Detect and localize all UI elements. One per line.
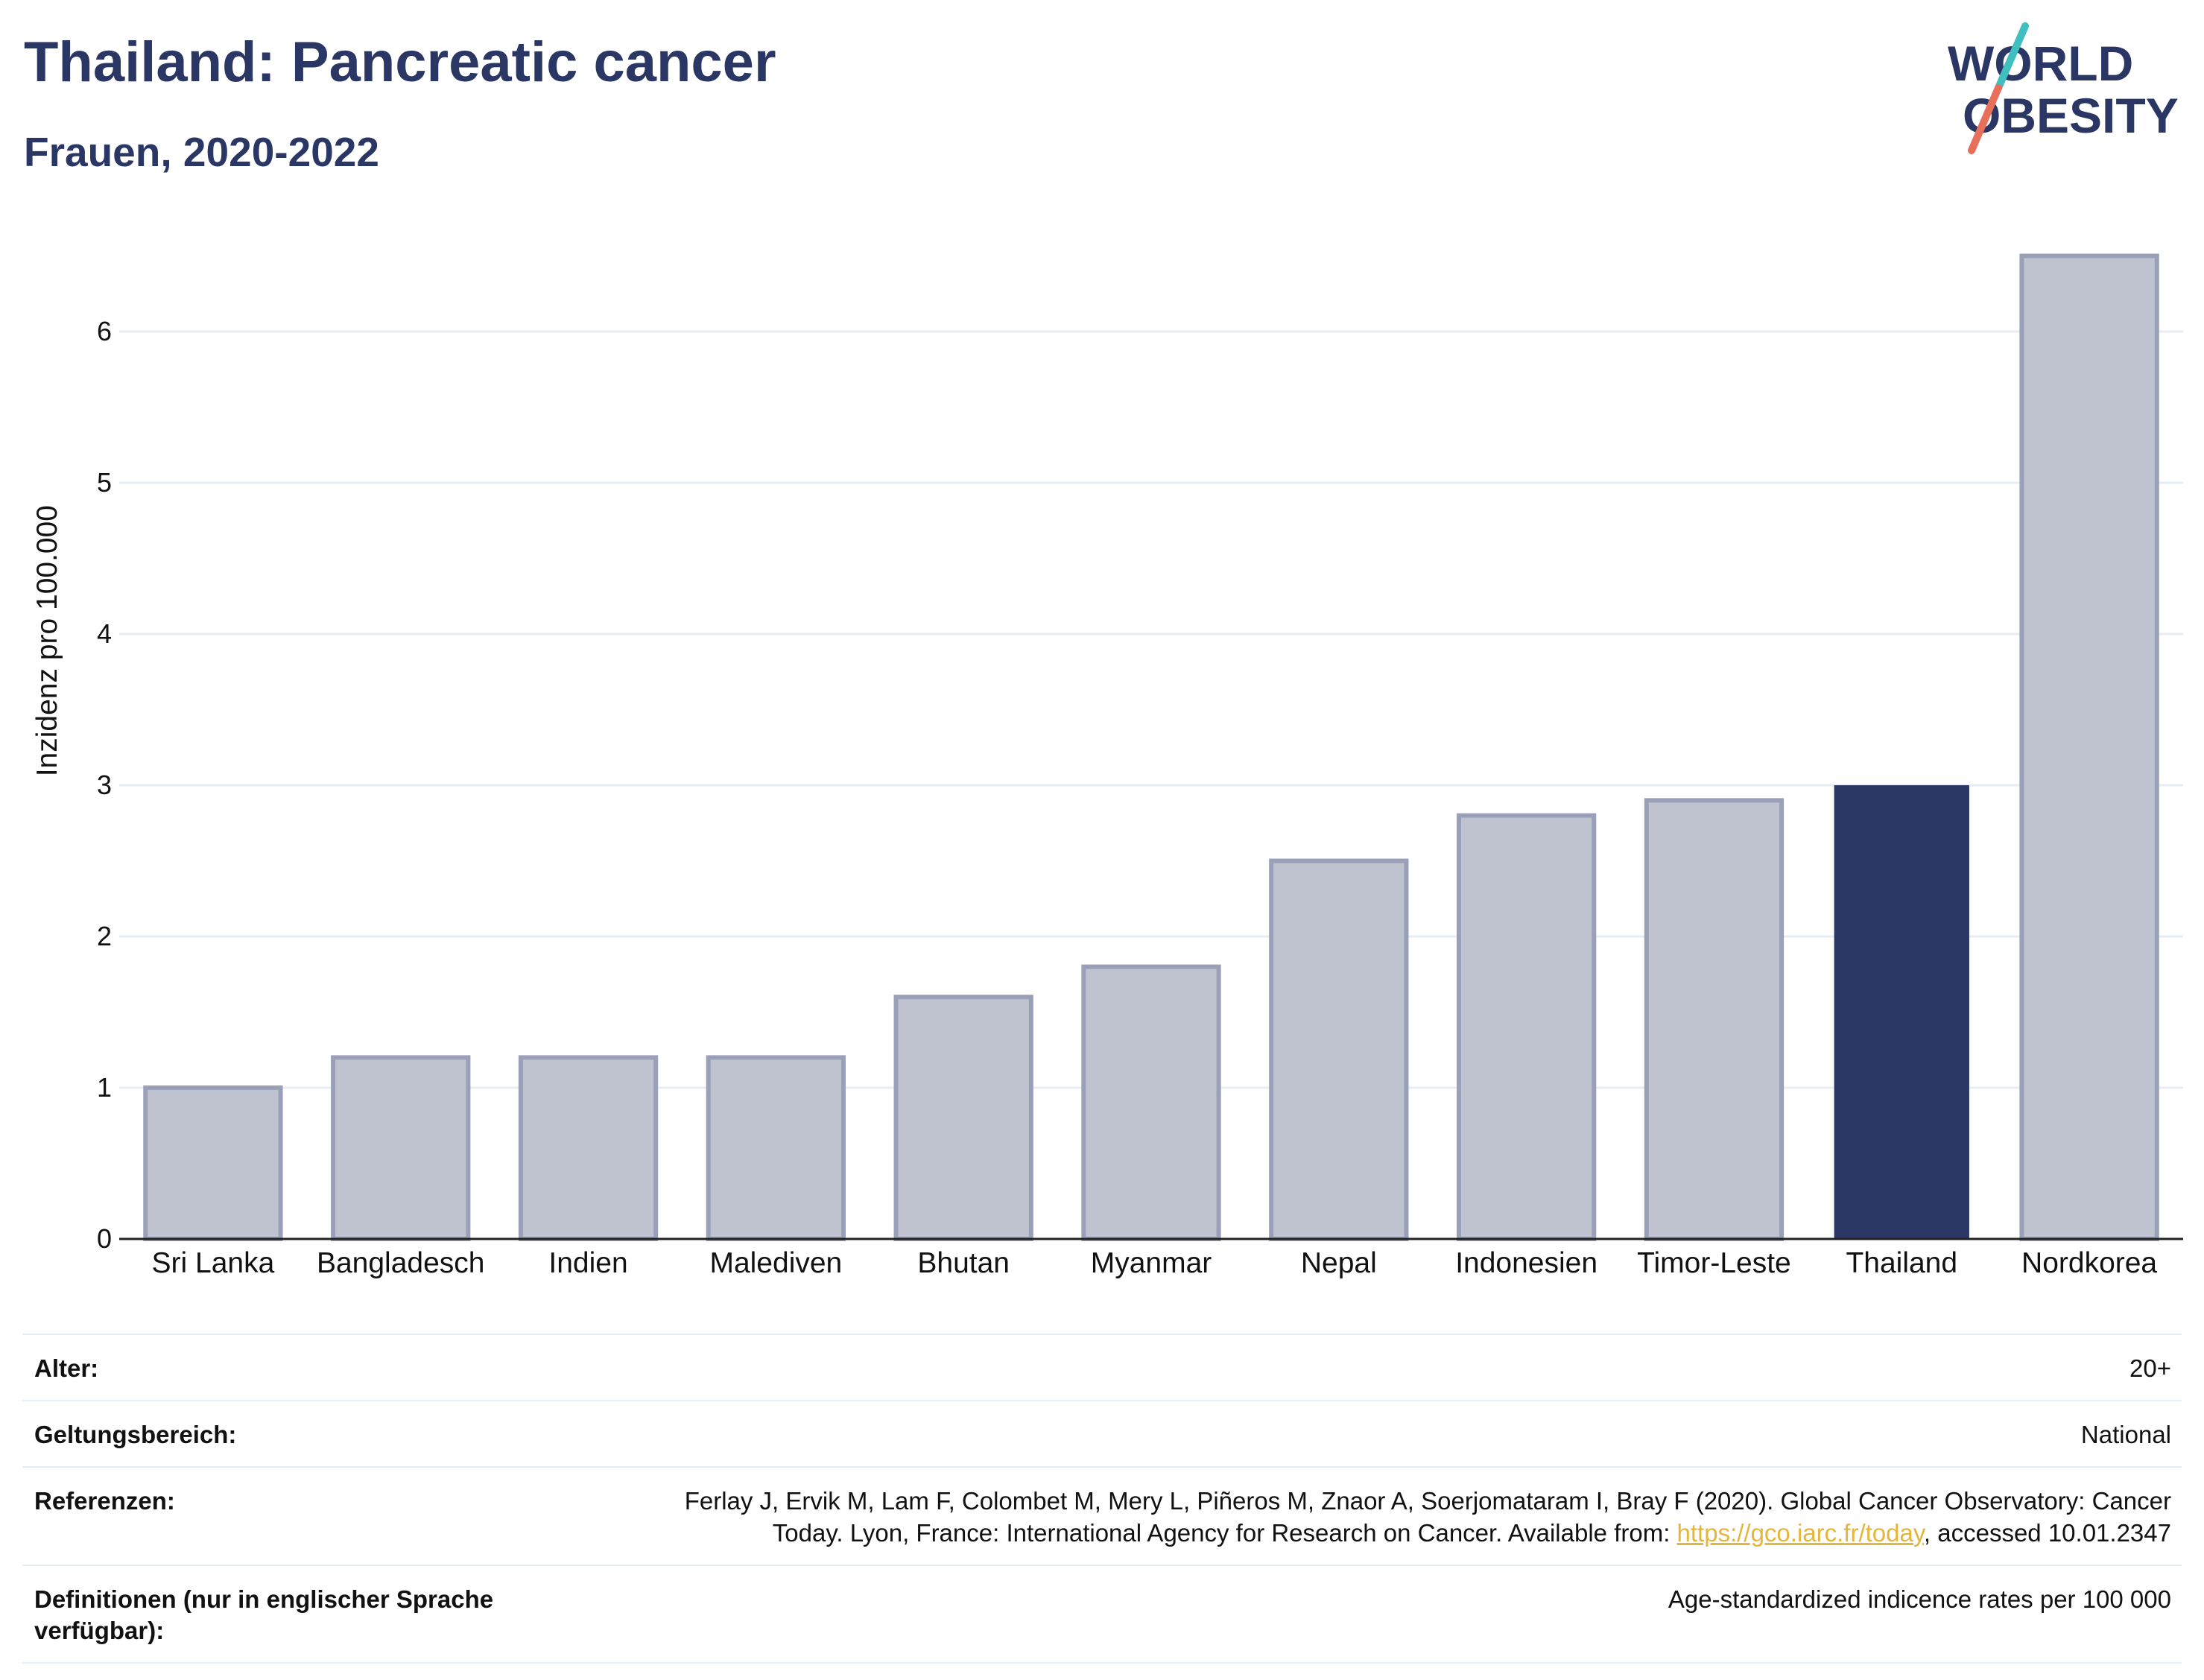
y-tick-label: 6 (97, 316, 112, 346)
info-value: 20+ (596, 1334, 2182, 1401)
bar-bangladesch (331, 1055, 471, 1242)
info-value: Age-standardized indicence rates per 100… (596, 1564, 2182, 1664)
info-key: Definitionen (nur in englischer Sprache … (22, 1564, 596, 1664)
world-obesity-logo: WORLD OBESITY (1948, 22, 2179, 154)
info-value: Ferlay J, Ervik M, Lam F, Colombet M, Me… (596, 1465, 2182, 1565)
reference-accessed: , accessed 10.01.2347 (1923, 1518, 2171, 1547)
logo-slash-top (1995, 22, 2029, 92)
x-tick-label: Sri Lanka (152, 1247, 275, 1279)
bar-myanmar (1081, 964, 1221, 1241)
axes: 0 1 2 3 4 5 6 Sri Lanka Bangladesch Indien Malediv… (31, 316, 2183, 1279)
info-row-scope: Geltungsbereich: National (22, 1399, 2182, 1467)
logo-slash-bottom (1968, 84, 2002, 154)
x-tick-label: Bhutan (917, 1247, 1010, 1279)
y-tick-label: 4 (97, 618, 112, 649)
chart-title: Thailand: Pancreatic cancer (24, 31, 776, 94)
x-tick-label: Nepal (1301, 1247, 1377, 1279)
chart-subtitle: Frauen, 2020-2022 (24, 129, 379, 175)
y-tick-label: 5 (97, 467, 112, 498)
x-tick-label: Indonesien (1455, 1247, 1597, 1279)
reference-link[interactable]: https://gco.iarc.fr/today (1676, 1518, 1924, 1547)
bar-indien (518, 1055, 659, 1242)
bar-malediven (706, 1055, 846, 1242)
x-tick-label: Indien (548, 1247, 627, 1279)
x-tick-label: Malediven (709, 1247, 842, 1279)
y-tick-label: 1 (97, 1072, 112, 1103)
info-value: National (596, 1399, 2182, 1467)
bar-bhutan (893, 995, 1033, 1241)
logo-word-1: WORLD (1948, 36, 2133, 91)
info-key: Referenzen: (22, 1465, 596, 1565)
x-tick-label: Thailand (1846, 1247, 1957, 1279)
bar-sri-lanka (143, 1085, 283, 1241)
bars (143, 253, 2159, 1242)
y-tick-label: 3 (97, 770, 112, 800)
x-tick-label: Myanmar (1091, 1247, 1212, 1279)
bar-thailand (1834, 785, 1969, 1239)
info-key: Alter: (22, 1334, 596, 1401)
info-row-references: Referenzen: Ferlay J, Ervik M, Lam F, Co… (22, 1465, 2182, 1565)
bar-chart: 0 1 2 3 4 5 6 Sri Lanka Bangladesch Indien Malediv… (31, 253, 2183, 1279)
y-tick-label: 0 (97, 1223, 112, 1254)
x-tick-label: Nordkorea (2021, 1247, 2157, 1279)
bar-nordkorea (2019, 253, 2159, 1241)
x-tick-label: Timor-Leste (1637, 1247, 1791, 1279)
x-tick-label: Bangladesch (317, 1247, 485, 1279)
reference-text: Ferlay J, Ervik M, Lam F, Colombet M, Me… (684, 1486, 2171, 1547)
info-key: Geltungsbereich: (22, 1399, 596, 1467)
y-tick-label: 2 (97, 921, 112, 951)
bar-nepal (1269, 858, 1409, 1241)
info-table: Alter: 20+ Geltungsbereich: National Ref… (22, 1334, 2182, 1664)
info-row-age: Alter: 20+ (22, 1334, 2182, 1401)
bar-timor-leste (1644, 798, 1785, 1242)
bar-indonesien (1456, 813, 1597, 1241)
info-row-definitions: Definitionen (nur in englischer Sprache … (22, 1564, 2182, 1664)
y-axis-title: Inzidenz pro 100.000 (31, 505, 63, 776)
logo-word-2: OBESITY (1963, 88, 2179, 143)
